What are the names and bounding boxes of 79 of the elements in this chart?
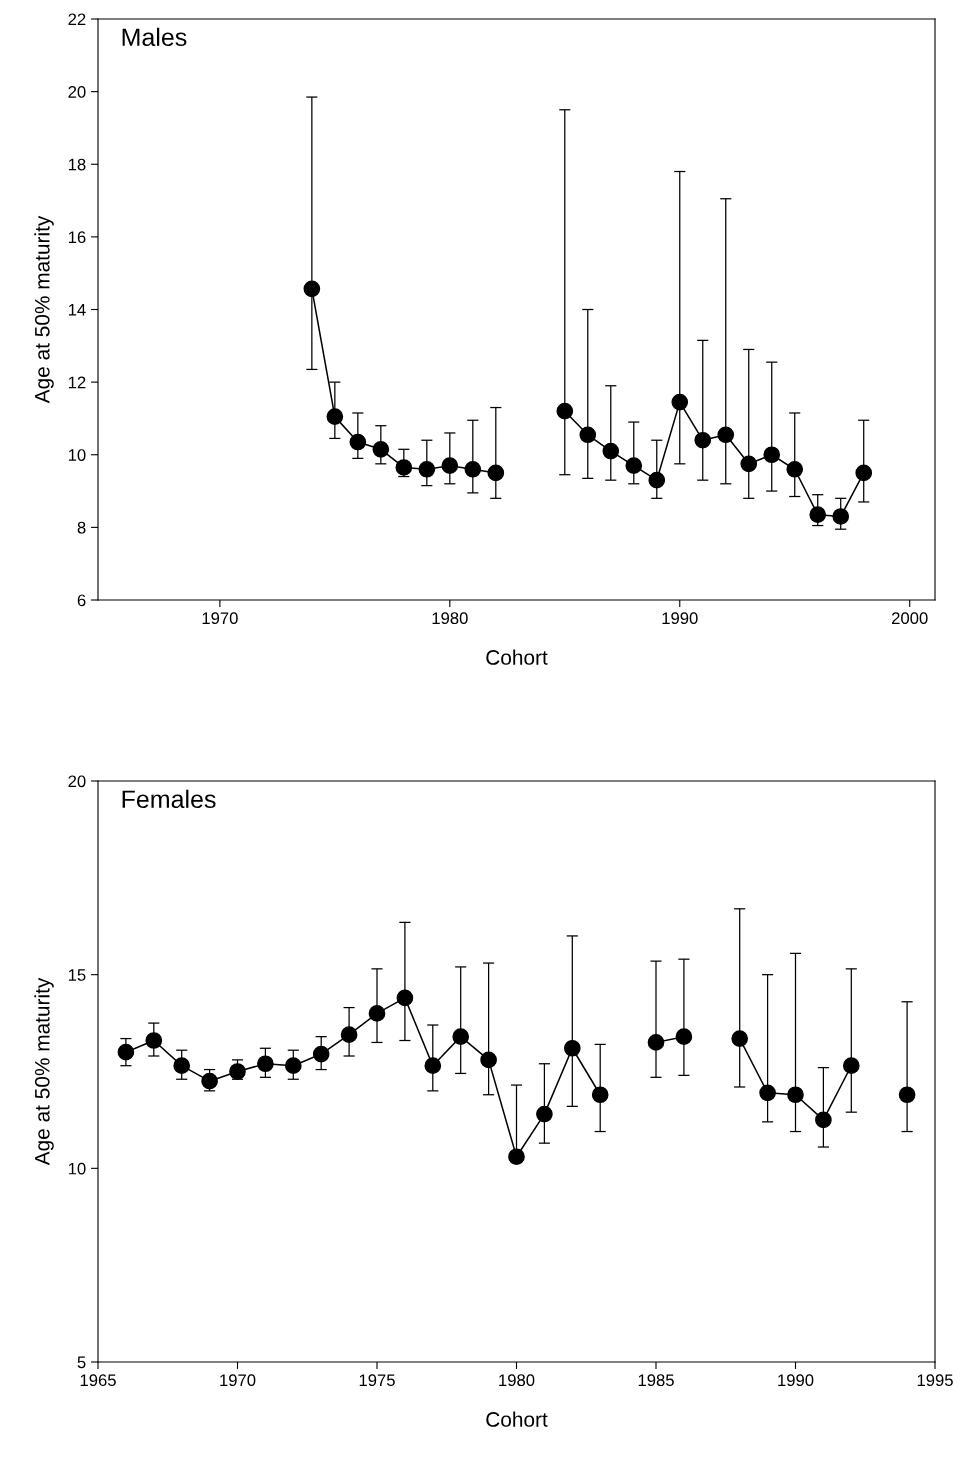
point (579, 426, 597, 444)
point (173, 1057, 191, 1075)
y-tick-label: 16 (68, 231, 86, 244)
x-axis-title: Cohort (486, 1411, 548, 1427)
y-tick-label: 18 (68, 158, 86, 171)
point (759, 1084, 776, 1102)
point (395, 459, 413, 476)
point (508, 1148, 525, 1166)
point (284, 1057, 302, 1075)
y-tick-label: 5 (77, 1356, 86, 1369)
point (201, 1072, 218, 1090)
y-tick-label: 10 (68, 449, 86, 461)
point (740, 455, 758, 473)
point (418, 460, 436, 478)
y-tick-label: 10 (68, 1162, 86, 1175)
x-tick-label: 1970 (220, 1374, 256, 1387)
point (591, 1086, 609, 1104)
point (855, 464, 873, 482)
x-tick-label: 1970 (202, 612, 238, 625)
point (349, 433, 367, 451)
annotation: Females (122, 789, 216, 809)
point (694, 431, 712, 449)
point (786, 460, 804, 478)
x-tick-label: 1995 (917, 1374, 953, 1387)
point (898, 1086, 916, 1104)
y-tick-label: 6 (77, 594, 86, 607)
point (340, 1026, 358, 1044)
point (257, 1055, 274, 1073)
point (464, 460, 482, 478)
y-axis-title: Age at 50% maturity (34, 215, 54, 404)
x-tick-label: 1985 (638, 1374, 674, 1387)
point (452, 1028, 470, 1045)
y-tick-label: 20 (68, 86, 86, 98)
point (717, 426, 735, 444)
point (815, 1111, 832, 1129)
point (424, 1057, 442, 1075)
y-tick-label: 15 (68, 969, 86, 981)
x-axis-title: Cohort (486, 649, 548, 665)
y-tick-label: 20 (68, 775, 86, 788)
y-tick-label: 14 (68, 304, 86, 316)
point (536, 1105, 553, 1123)
point (556, 402, 574, 420)
point (303, 280, 321, 298)
point (117, 1043, 135, 1061)
x-tick-label: 1990 (662, 612, 698, 625)
x-tick-label: 1990 (778, 1374, 814, 1387)
y-tick-label: 22 (68, 13, 86, 26)
point (229, 1063, 246, 1080)
x-tick-label: 1965 (80, 1374, 116, 1387)
point (832, 508, 850, 525)
point (763, 446, 781, 464)
point (647, 1034, 665, 1051)
point (731, 1030, 749, 1047)
point (809, 506, 827, 523)
point (145, 1032, 163, 1049)
point (441, 457, 459, 474)
y-tick-label: 8 (77, 521, 86, 534)
point (625, 457, 643, 474)
x-tick-label: 2000 (892, 612, 928, 625)
x-tick-label: 1980 (432, 612, 468, 625)
y-axis-title: Age at 50% maturity (34, 977, 54, 1166)
point (787, 1086, 804, 1104)
x-tick-label: 1980 (499, 1374, 535, 1387)
point (671, 393, 689, 411)
y-tick-label: 12 (68, 376, 86, 389)
point (372, 440, 390, 458)
point (648, 471, 666, 489)
x-tick-label: 1975 (359, 1374, 395, 1387)
point (563, 1039, 581, 1057)
point (396, 989, 414, 1007)
point (842, 1057, 860, 1075)
point (602, 442, 620, 460)
point (368, 1005, 386, 1022)
point (326, 408, 344, 425)
annotation: Males (122, 27, 187, 47)
point (675, 1028, 693, 1045)
point (480, 1051, 497, 1069)
point (487, 464, 505, 482)
point (312, 1045, 330, 1063)
